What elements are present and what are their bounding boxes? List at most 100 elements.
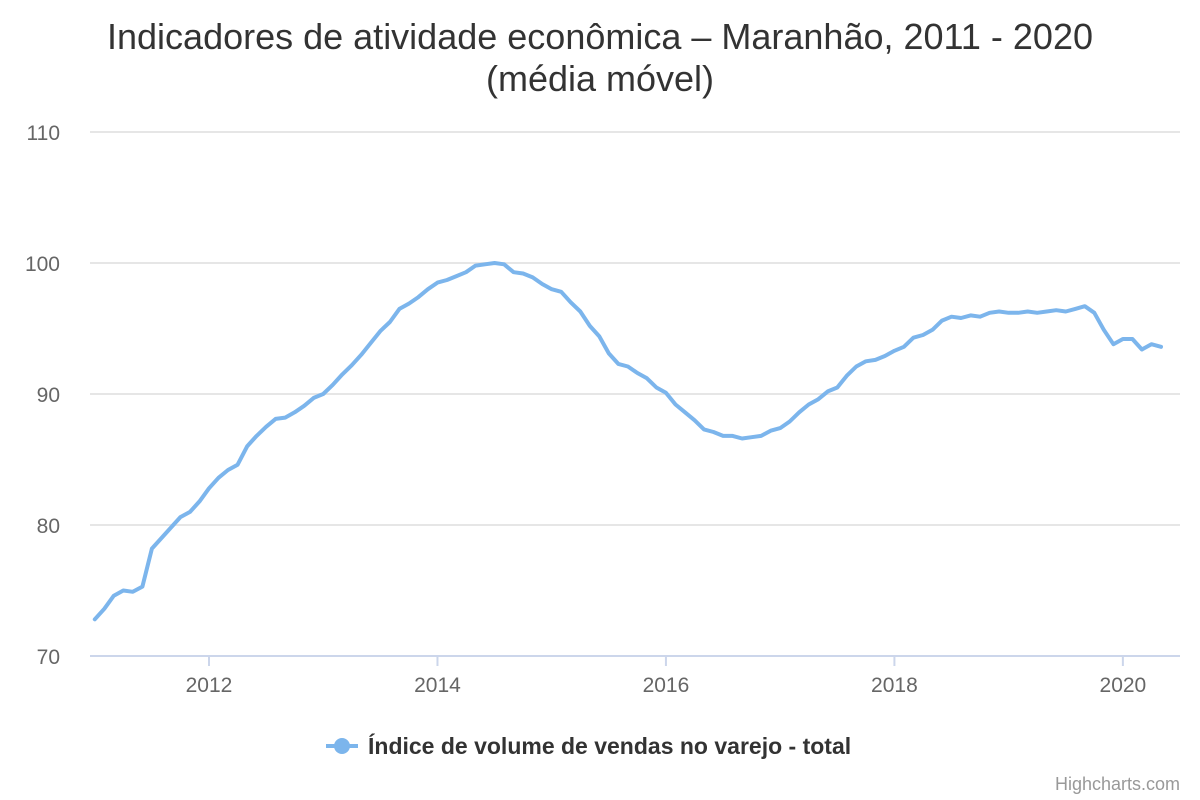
- data-point[interactable]: [274, 417, 278, 421]
- legend[interactable]: Índice de volume de vendas no varejo - t…: [326, 732, 851, 759]
- data-point[interactable]: [1054, 308, 1058, 312]
- data-point[interactable]: [921, 333, 925, 337]
- data-point[interactable]: [131, 590, 135, 594]
- data-point[interactable]: [664, 391, 668, 395]
- data-point[interactable]: [683, 410, 687, 414]
- data-point[interactable]: [312, 396, 316, 400]
- data-point[interactable]: [807, 403, 811, 406]
- data-point[interactable]: [1159, 345, 1163, 349]
- data-point[interactable]: [188, 510, 192, 514]
- data-point[interactable]: [674, 403, 677, 406]
- data-point[interactable]: [940, 319, 944, 323]
- data-point[interactable]: [607, 351, 611, 355]
- data-point[interactable]: [959, 316, 963, 320]
- data-point[interactable]: [455, 274, 458, 278]
- data-point[interactable]: [750, 435, 754, 439]
- data-point[interactable]: [302, 404, 306, 408]
- data-point[interactable]: [93, 617, 97, 621]
- data-point[interactable]: [845, 374, 849, 378]
- data-point[interactable]: [969, 313, 973, 317]
- data-point[interactable]: [150, 547, 154, 551]
- data-point[interactable]: [816, 397, 820, 401]
- data-point[interactable]: [559, 290, 563, 294]
- data-point[interactable]: [236, 463, 240, 467]
- data-point[interactable]: [721, 434, 725, 438]
- data-point[interactable]: [493, 261, 497, 265]
- data-point[interactable]: [1064, 310, 1068, 313]
- data-point[interactable]: [245, 444, 249, 448]
- data-point[interactable]: [1102, 328, 1106, 332]
- data-point[interactable]: [950, 315, 953, 319]
- data-point[interactable]: [1026, 310, 1030, 313]
- data-point[interactable]: [331, 383, 335, 387]
- series-line[interactable]: [92, 261, 1163, 622]
- data-point[interactable]: [321, 392, 325, 396]
- data-point[interactable]: [1083, 304, 1087, 308]
- data-point[interactable]: [388, 320, 392, 324]
- data-point[interactable]: [255, 434, 259, 438]
- data-point[interactable]: [550, 287, 554, 291]
- data-point[interactable]: [416, 295, 420, 299]
- data-point[interactable]: [1149, 342, 1153, 346]
- data-point[interactable]: [464, 270, 468, 274]
- data-point[interactable]: [883, 354, 887, 358]
- data-point[interactable]: [217, 476, 220, 480]
- data-point[interactable]: [1016, 311, 1020, 315]
- data-point[interactable]: [693, 418, 696, 422]
- data-point[interactable]: [788, 420, 792, 423]
- data-point[interactable]: [1045, 310, 1049, 313]
- data-point[interactable]: [1111, 342, 1115, 346]
- data-point[interactable]: [978, 315, 982, 319]
- data-point[interactable]: [207, 486, 211, 490]
- data-point[interactable]: [1140, 348, 1144, 351]
- data-point[interactable]: [873, 358, 877, 362]
- data-point[interactable]: [540, 282, 544, 286]
- data-point[interactable]: [502, 262, 506, 266]
- data-point[interactable]: [597, 334, 601, 338]
- data-point[interactable]: [350, 363, 354, 367]
- data-point[interactable]: [397, 307, 401, 311]
- data-point[interactable]: [778, 426, 782, 430]
- data-point[interactable]: [797, 410, 801, 414]
- data-point[interactable]: [931, 328, 934, 332]
- data-point[interactable]: [112, 594, 116, 598]
- data-point[interactable]: [626, 365, 630, 368]
- data-point[interactable]: [426, 287, 430, 291]
- data-point[interactable]: [645, 376, 649, 380]
- data-point[interactable]: [140, 585, 144, 589]
- data-point[interactable]: [654, 386, 658, 389]
- data-point[interactable]: [702, 427, 706, 431]
- data-point[interactable]: [569, 300, 573, 304]
- data-point[interactable]: [731, 434, 735, 438]
- data-point[interactable]: [198, 499, 201, 503]
- data-point[interactable]: [1130, 337, 1134, 341]
- data-point[interactable]: [740, 437, 744, 440]
- data-point[interactable]: [826, 389, 830, 393]
- data-point[interactable]: [769, 429, 773, 433]
- data-point[interactable]: [283, 416, 287, 420]
- data-point[interactable]: [588, 324, 592, 328]
- data-point[interactable]: [378, 329, 382, 333]
- data-point[interactable]: [407, 302, 411, 306]
- data-point[interactable]: [531, 275, 535, 279]
- data-point[interactable]: [1073, 307, 1077, 311]
- data-point[interactable]: [512, 270, 516, 274]
- legend-label[interactable]: Índice de volume de vendas no varejo - t…: [368, 732, 851, 759]
- data-point[interactable]: [521, 272, 525, 275]
- data-point[interactable]: [226, 468, 230, 472]
- data-point[interactable]: [1092, 311, 1096, 315]
- data-point[interactable]: [445, 278, 449, 282]
- data-point[interactable]: [759, 434, 763, 438]
- data-point[interactable]: [264, 425, 268, 429]
- data-point[interactable]: [436, 281, 439, 285]
- data-point[interactable]: [712, 430, 715, 434]
- data-point[interactable]: [902, 345, 906, 349]
- data-point[interactable]: [121, 589, 125, 592]
- data-point[interactable]: [169, 526, 173, 530]
- data-point[interactable]: [892, 349, 896, 353]
- data-point[interactable]: [835, 386, 839, 389]
- data-point[interactable]: [369, 341, 373, 345]
- data-point[interactable]: [1007, 311, 1011, 315]
- data-point[interactable]: [864, 359, 868, 363]
- data-point[interactable]: [102, 607, 106, 611]
